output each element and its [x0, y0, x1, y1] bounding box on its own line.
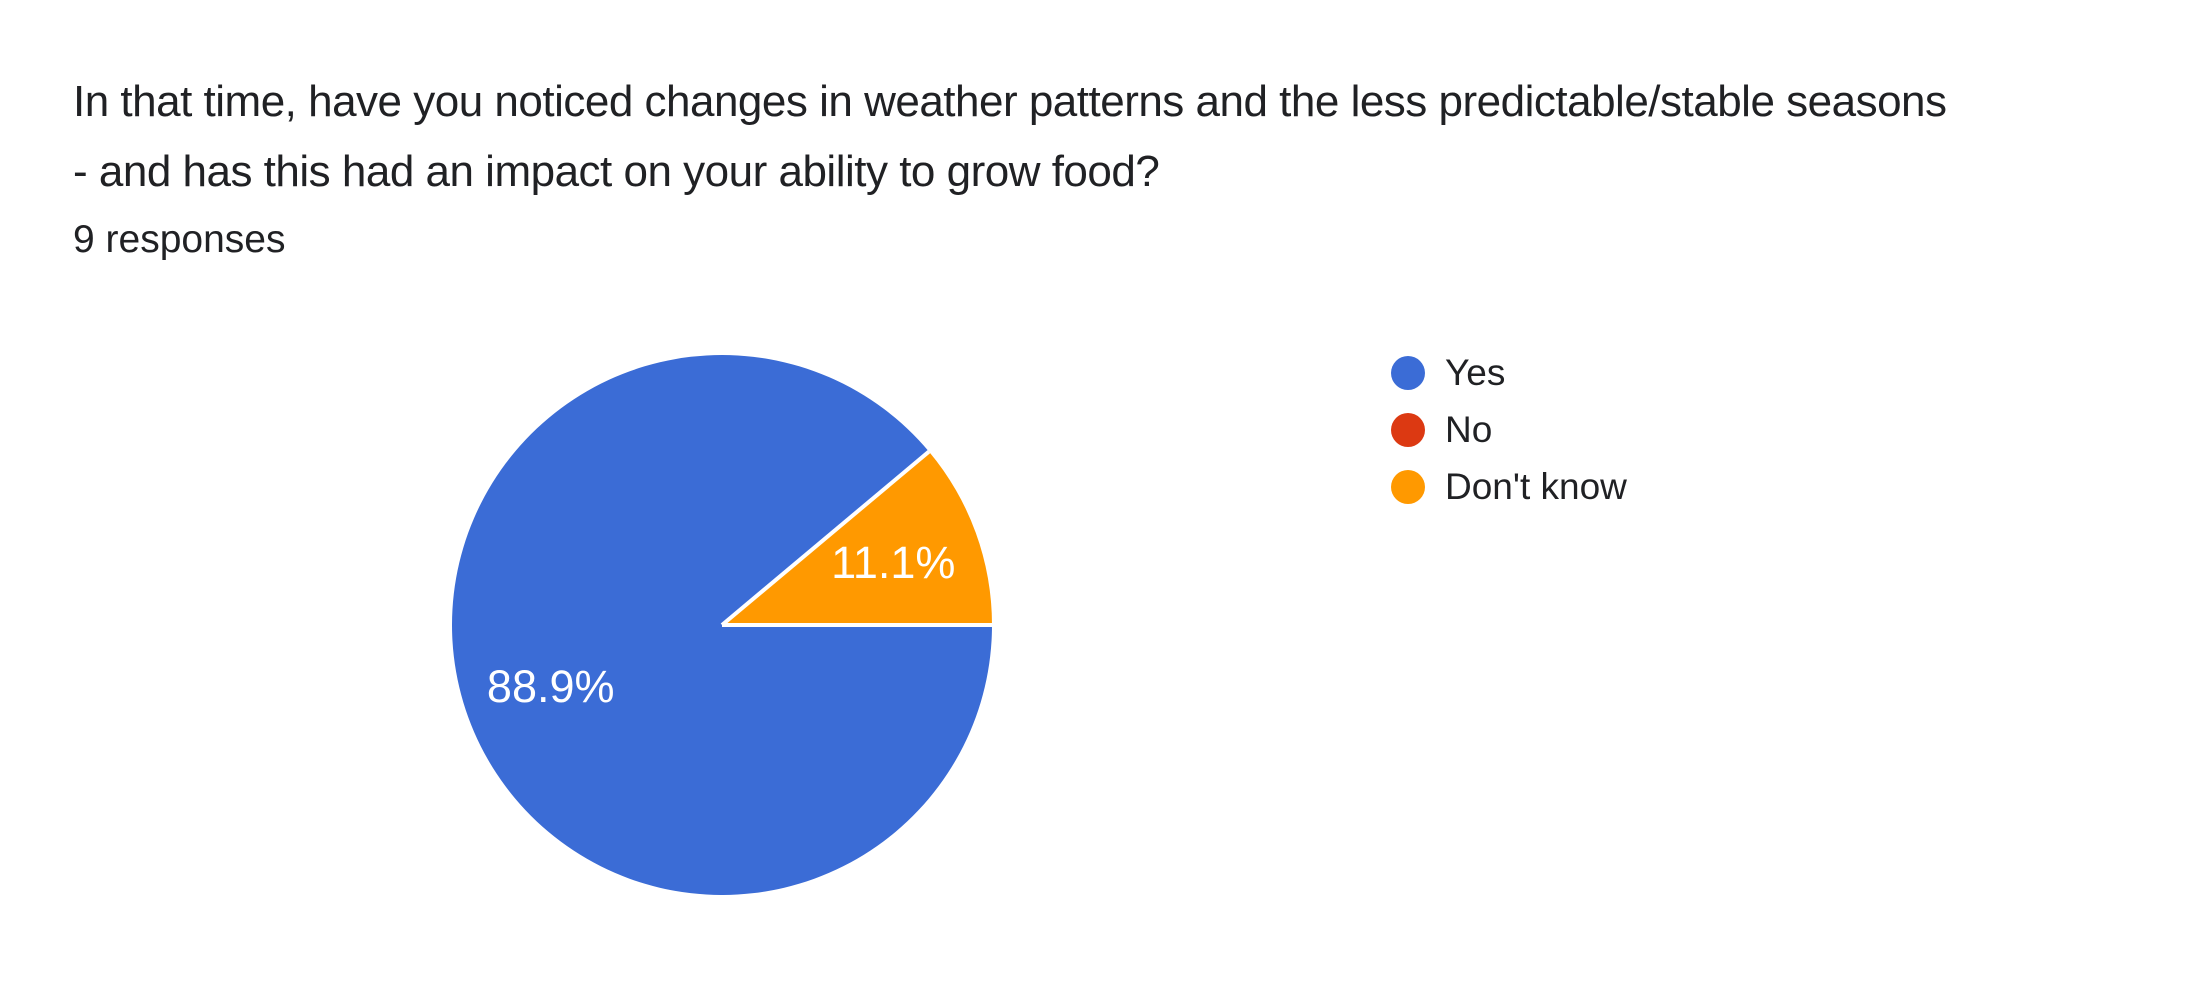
- pie-chart[interactable]: [452, 355, 992, 895]
- legend-label-don-t-know: Don't know: [1445, 466, 1627, 507]
- responses-count: 9 responses: [73, 218, 286, 261]
- legend-swatch-yes: [1391, 356, 1425, 390]
- legend-swatch-no: [1391, 413, 1425, 447]
- question-title-line2: - and has this had an impact on your abi…: [73, 147, 1160, 196]
- pie-slice-don-t-know[interactable]: [722, 451, 992, 625]
- question-title-line1: In that time, have you noticed changes i…: [73, 77, 1947, 126]
- slice-separator: [720, 450, 931, 627]
- legend-item-don-t-know: Don't know: [1391, 466, 1627, 507]
- legend-label-no: No: [1445, 409, 1493, 450]
- legend-item-no: No: [1391, 409, 1627, 450]
- legend-swatch-don-t-know: [1391, 470, 1425, 504]
- legend-label-yes: Yes: [1445, 352, 1506, 393]
- question-title: In that time, have you noticed changes i…: [73, 67, 2183, 207]
- chart-legend: Yes No Don't know: [1391, 352, 1627, 507]
- legend-item-yes: Yes: [1391, 352, 1627, 393]
